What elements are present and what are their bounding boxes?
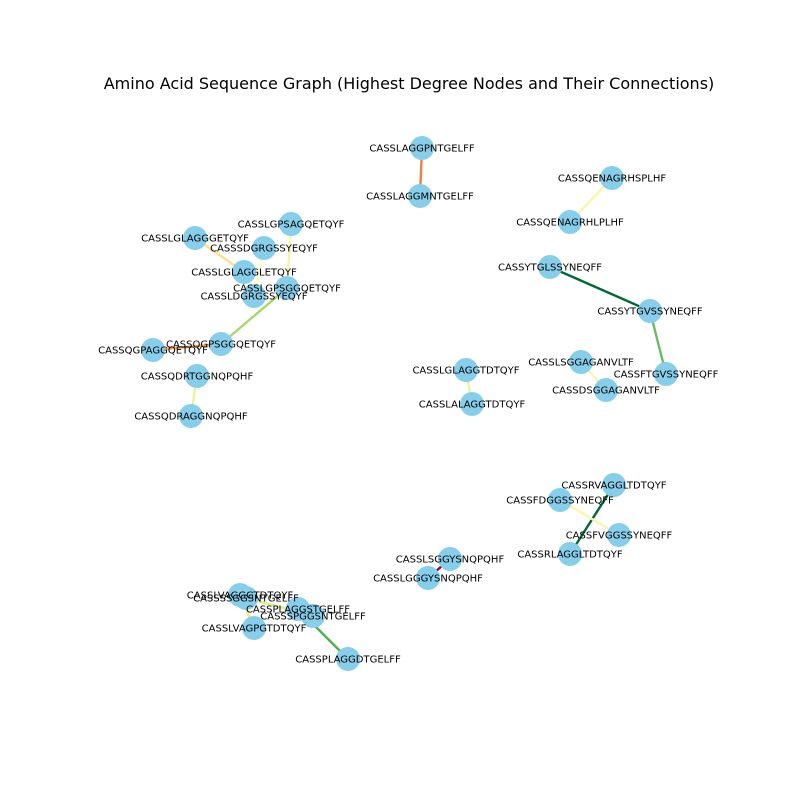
graph-node (416, 566, 440, 590)
node-label: CASSQENAGRHSPLHF (558, 174, 667, 185)
graph-node (438, 547, 462, 571)
node-label: CASSLGLAGGLETQYF (191, 268, 297, 279)
graph-node (336, 647, 360, 671)
labels-layer: CASSLAGGPNTGELFF CASSLAGGMNTGELFF CASSQENA… (98, 144, 718, 666)
node-label: CASSPLAGGDTGELFF (295, 655, 401, 666)
node-label: CASSLGLAGGTDTQYF (412, 366, 519, 377)
node-label: CASSQENAGRHLPLHF (516, 218, 624, 229)
node-label: CASSRLAGGLTDTQYF (517, 550, 623, 561)
graph-edge (220, 287, 288, 345)
graph-node (454, 358, 478, 382)
node-label: CASSDSGGAGANVLTF (552, 386, 660, 397)
node-label: CASSFVGGSSYNEQFF (566, 531, 673, 542)
graph-node (538, 255, 562, 279)
node-label: CASSSSGGSNTGELFF (193, 594, 299, 605)
graph-node (408, 184, 432, 208)
node-label: CASSLGPSGGQETQYF (233, 284, 341, 295)
graph-node (548, 488, 572, 512)
node-label: CASSLAGGPNTGELFF (369, 144, 474, 155)
node-label: CASSQGPAGGQETQYF (98, 346, 208, 357)
node-label: CASSLAGGMNTGELFF (366, 192, 474, 203)
node-label: CASSLSGGYSNQPQHF (396, 555, 505, 566)
graph-node (209, 332, 233, 356)
graph-node (279, 212, 303, 236)
node-label: CASSQDRAGGNQPQHF (134, 412, 248, 423)
node-label: CASSLALAGGTDTQYF (419, 400, 526, 411)
graph-node (185, 364, 209, 388)
graph-node (600, 166, 624, 190)
graph-node (410, 136, 434, 160)
node-label: CASSLGGGYSNQPQHF (373, 574, 483, 585)
graph-node (232, 260, 256, 284)
figure-title: Amino Acid Sequence Graph (Highest Degre… (104, 74, 715, 93)
node-label: CASSLGPSAGQETQYF (238, 220, 345, 231)
graph-node (179, 404, 203, 428)
nodes-layer (141, 136, 678, 671)
graph-node (654, 362, 678, 386)
graph-node (275, 276, 299, 300)
graph-node (141, 338, 165, 362)
node-label: CASSQDRTGGNQPQHF (141, 372, 254, 383)
node-label: CASSLSGGAGANVLTF (528, 358, 634, 369)
graph-node (569, 350, 593, 374)
graph-node (594, 378, 618, 402)
node-label: CASSFTGVSSYNEQFF (614, 370, 719, 381)
node-label: CASSRVAGGLTDTQYF (561, 481, 666, 492)
node-label: CASSLGLAGGGETQYF (141, 234, 249, 245)
node-label: CASSPLAGGSTGELFF (246, 605, 350, 616)
graph-node (607, 523, 631, 547)
node-label: CASSSDGRGSSYEQYF (210, 244, 318, 255)
graph-node (183, 226, 207, 250)
graph-node (638, 299, 662, 323)
graph-node (460, 392, 484, 416)
node-label: CASSQGPSGGQETQYF (166, 340, 276, 351)
graph-node (242, 616, 266, 640)
node-label: CASSLVAGGGTDTQYF (187, 591, 294, 602)
node-label: CASSYTGLSSYNEQFF (498, 263, 602, 274)
graph-node (301, 604, 325, 628)
node-label: CASSLDGRGSSYEQYF (200, 292, 307, 303)
node-label: CASSLVAGPGTDTQYF (202, 624, 307, 635)
graph-node (558, 542, 582, 566)
graph-node (252, 236, 276, 260)
node-label: CASSFDGGSSYNEQFF (506, 496, 614, 507)
node-label: CASSYTGVSSYNEQFF (597, 307, 703, 318)
node-label: CASSSPGGSNTGELFF (260, 612, 366, 623)
graph-node (234, 586, 258, 610)
graph-node (242, 284, 266, 308)
graph-edge (549, 265, 651, 313)
graph-node (602, 473, 626, 497)
graph-node (558, 210, 582, 234)
